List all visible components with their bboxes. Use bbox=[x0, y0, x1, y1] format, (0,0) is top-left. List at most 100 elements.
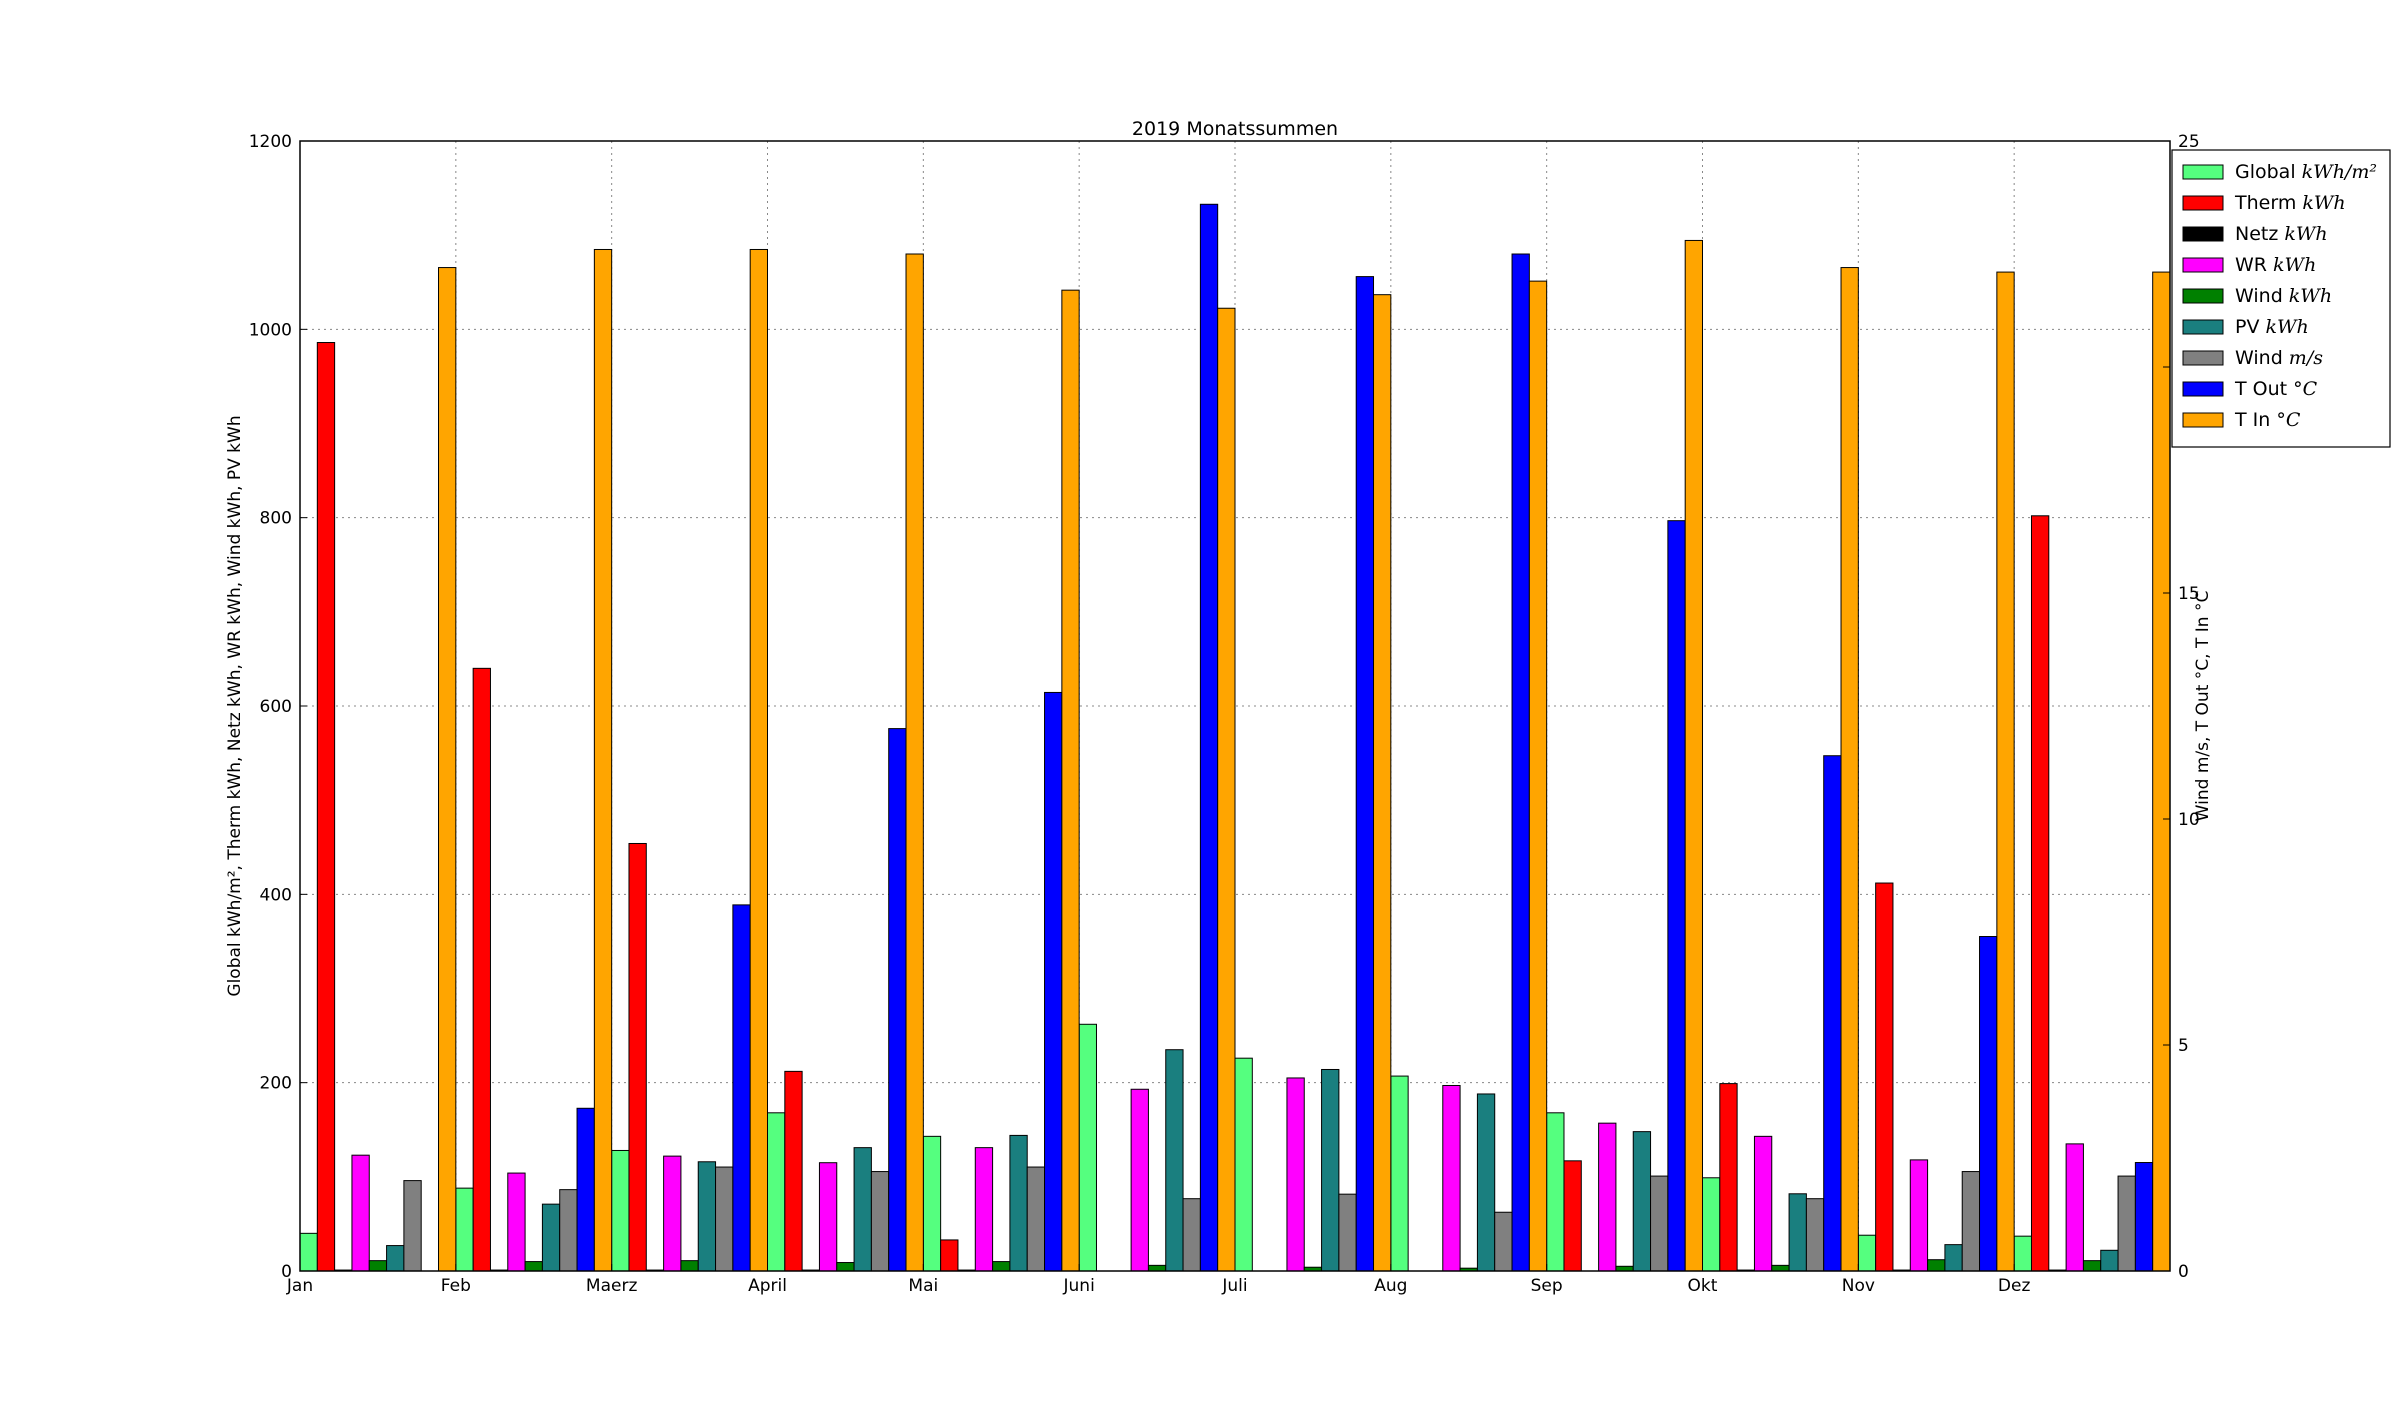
bar-pv-april bbox=[853, 1147, 872, 1272]
right-y-tick-label: 0 bbox=[2178, 1262, 2189, 1282]
bar-wr-maerz bbox=[663, 1155, 682, 1272]
bar-t-in-okt bbox=[1840, 267, 1859, 1272]
bar-wind-aug bbox=[1494, 1211, 1513, 1272]
bar-wind-feb bbox=[524, 1261, 543, 1272]
bar-pv-juli bbox=[1321, 1068, 1340, 1272]
bar-wr-sep bbox=[1598, 1122, 1617, 1272]
bar-pv-dez bbox=[2100, 1249, 2119, 1272]
legend-swatch bbox=[2182, 412, 2224, 428]
x-tick-label: April bbox=[748, 1276, 787, 1296]
x-tick-label: Nov bbox=[1842, 1276, 1875, 1296]
bar-therm-jan bbox=[316, 342, 336, 1272]
bar-therm-feb bbox=[472, 667, 491, 1272]
bar-wind-maerz bbox=[680, 1260, 699, 1272]
bar-wind-mai bbox=[992, 1261, 1011, 1272]
x-tick-label: Okt bbox=[1688, 1276, 1718, 1296]
bar-wr-mai bbox=[974, 1147, 994, 1272]
bar-t-out-mai bbox=[1044, 691, 1063, 1272]
bar-global-juli bbox=[1234, 1057, 1253, 1272]
bar-wind-mai bbox=[1026, 1166, 1046, 1272]
bar-pv-jan bbox=[386, 1245, 405, 1272]
x-tick-label: Maerz bbox=[586, 1276, 638, 1296]
chart-title: 2019 Monatssummen bbox=[1132, 118, 1338, 140]
bar-global-juni bbox=[1078, 1023, 1097, 1272]
right-y-tick-label: 25 bbox=[2178, 132, 2200, 152]
bar-wind-okt bbox=[1805, 1198, 1825, 1272]
x-tick-label: Sep bbox=[1531, 1276, 1563, 1296]
bar-wind-jan bbox=[368, 1260, 388, 1272]
bar-wr-dez bbox=[2065, 1143, 2084, 1272]
bar-t-in-maerz bbox=[749, 248, 768, 1272]
bar-t-out-april bbox=[888, 728, 907, 1272]
bar-t-in-mai bbox=[1061, 289, 1080, 1272]
x-tick-label: Juni bbox=[1063, 1276, 1095, 1296]
left-y-tick-label: 1200 bbox=[249, 132, 292, 152]
bar-t-in-april bbox=[905, 253, 924, 1272]
legend-entry: PV kWh bbox=[2235, 316, 2309, 338]
bar-wind-dez bbox=[2117, 1175, 2136, 1272]
bar-t-out-okt bbox=[1823, 755, 1842, 1272]
legend-swatch bbox=[2182, 164, 2224, 180]
left-y-tick-label: 0 bbox=[281, 1262, 292, 1282]
bar-t-in-juni bbox=[1217, 307, 1236, 1272]
bar-t-in-sep bbox=[1684, 239, 1703, 1272]
bar-wr-okt bbox=[1753, 1135, 1773, 1272]
bar-pv-juni bbox=[1165, 1049, 1184, 1272]
bar-pv-nov bbox=[1944, 1244, 1963, 1272]
bar-wind-juli bbox=[1338, 1193, 1357, 1272]
legend-swatch bbox=[2182, 319, 2224, 335]
bar-global-mai bbox=[922, 1135, 942, 1272]
bar-wind-jan bbox=[403, 1180, 422, 1272]
legend-entry: Therm kWh bbox=[2234, 192, 2346, 214]
bar-wind-feb bbox=[559, 1189, 578, 1272]
bar-global-jan bbox=[299, 1232, 318, 1272]
bar-t-out-dez bbox=[2134, 1162, 2154, 1272]
bar-t-out-nov bbox=[1979, 936, 1998, 1272]
right-axis-label: Wind m/s, T Out °C, T In °C bbox=[2193, 591, 2213, 822]
bar-therm-nov bbox=[1875, 882, 1894, 1272]
right-y-tick-label: 5 bbox=[2178, 1036, 2189, 1056]
right-y-tick-label: 15 bbox=[2178, 584, 2200, 604]
x-tick-label: Jan bbox=[286, 1276, 313, 1296]
x-tick-label: Juli bbox=[1221, 1276, 1247, 1296]
x-tick-label: Aug bbox=[1374, 1276, 1407, 1296]
bar-pv-mai bbox=[1009, 1134, 1028, 1272]
bar-pv-maerz bbox=[697, 1161, 717, 1272]
left-axis-label: Global kWh/m², Therm kWh, Netz kWh, WR k… bbox=[225, 415, 245, 996]
bar-pv-aug bbox=[1476, 1093, 1496, 1272]
right-y-tick-label: 10 bbox=[2178, 810, 2200, 830]
legend: Global kWh/m² Therm kWh Netz kWh WR kWh Wind… bbox=[2171, 149, 2391, 448]
bar-t-out-juli bbox=[1355, 276, 1375, 1272]
bar-wind-maerz bbox=[715, 1166, 734, 1272]
bar-t-in-feb bbox=[593, 248, 613, 1272]
bar-therm-dez bbox=[2030, 515, 2050, 1272]
axis-ticks: Jan Feb Maerz April Mai Juni Juli Aug Sep Okt Nov D… bbox=[249, 132, 2200, 1296]
bar-wind-sep bbox=[1650, 1175, 1669, 1272]
bar-t-out-feb bbox=[576, 1107, 595, 1272]
left-y-tick-label: 800 bbox=[260, 509, 292, 529]
x-tick-label: Mai bbox=[908, 1276, 938, 1296]
bar-t-in-dez bbox=[2152, 271, 2171, 1272]
bar-wr-april bbox=[818, 1162, 838, 1272]
left-y-tick-label: 600 bbox=[260, 697, 292, 717]
bar-t-out-juni bbox=[1199, 203, 1219, 1272]
legend-swatch bbox=[2182, 226, 2224, 242]
bar-wind-nov bbox=[1927, 1259, 1946, 1272]
legend-swatch bbox=[2182, 350, 2224, 366]
legend-entry: Wind m/s bbox=[2235, 347, 2323, 369]
bar-global-nov bbox=[1857, 1234, 1877, 1272]
legend-entry: WR kWh bbox=[2235, 254, 2316, 276]
legend-entry: T Out °C bbox=[2234, 378, 2318, 400]
left-y-tick-label: 200 bbox=[260, 1074, 292, 1094]
bar-t-in-jan bbox=[438, 267, 457, 1272]
legend-entry: Wind kWh bbox=[2235, 285, 2332, 307]
legend-entry: T In °C bbox=[2234, 409, 2301, 431]
bar-wr-aug bbox=[1442, 1084, 1461, 1272]
bar-pv-feb bbox=[541, 1203, 561, 1272]
legend-swatch bbox=[2182, 288, 2224, 304]
bar-t-out-aug bbox=[1511, 253, 1530, 1272]
left-y-tick-label: 400 bbox=[260, 885, 292, 905]
bar-t-out-maerz bbox=[732, 904, 751, 1272]
bar-global-april bbox=[767, 1112, 786, 1272]
